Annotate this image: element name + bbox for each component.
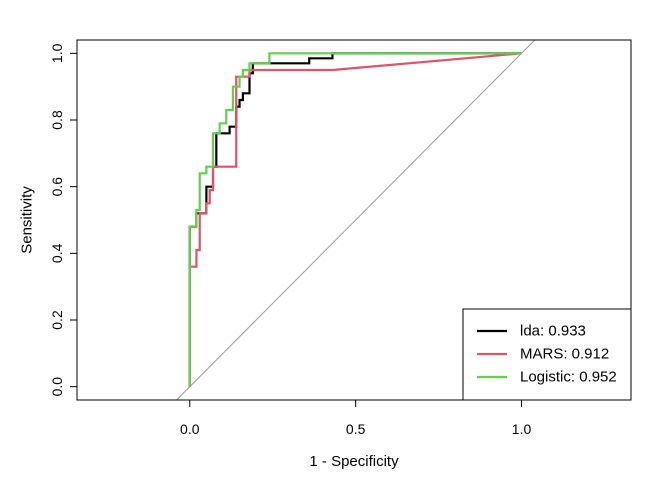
y-tick-label: 0.8 (49, 110, 65, 130)
series-line-1 (188, 52, 522, 387)
x-tick-label: 1.0 (512, 421, 532, 437)
y-tick-label: 0.0 (49, 377, 65, 397)
series-layer (188, 52, 522, 387)
y-axis: 0.0 0.2 0.4 0.6 0.8 1.0 (49, 43, 78, 397)
legend-label: MARS: 0.912 (520, 346, 609, 363)
y-tick-label: 0.2 (49, 310, 65, 330)
legend: lda: 0.933 MARS: 0.912 Logistic: 0.952 (462, 308, 632, 401)
y-tick-label: 1.0 (49, 43, 65, 63)
x-axis-title: 1 - Specificity (309, 453, 399, 470)
x-tick-label: 0.5 (346, 421, 366, 437)
reference-diagonal-layer (176, 40, 536, 400)
legend-label: Logistic: 0.952 (520, 369, 617, 386)
series-line-2 (188, 52, 522, 387)
x-tick-label: 0.0 (180, 421, 200, 437)
x-axis: 0.0 0.5 1.0 (180, 399, 532, 437)
reference-diagonal-line (176, 40, 536, 400)
y-axis-title: Sensitivity (19, 186, 36, 254)
y-tick-label: 0.4 (49, 243, 65, 263)
y-tick-label: 0.6 (49, 177, 65, 197)
legend-label: lda: 0.933 (520, 323, 586, 340)
